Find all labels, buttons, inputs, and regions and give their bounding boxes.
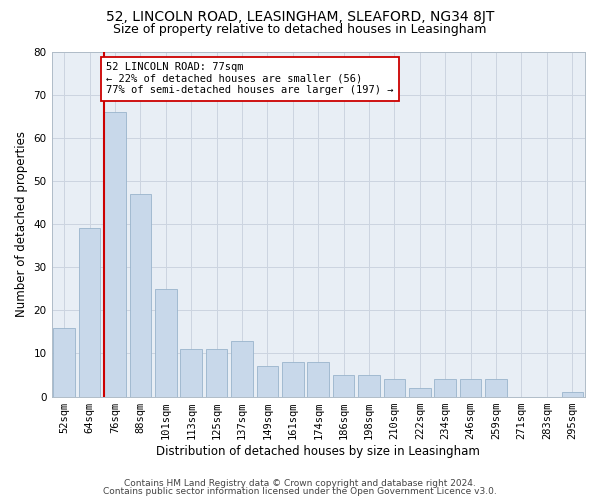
Bar — [130, 194, 151, 396]
Bar — [485, 380, 507, 396]
Bar — [409, 388, 431, 396]
Bar — [79, 228, 100, 396]
Bar — [282, 362, 304, 396]
Bar — [257, 366, 278, 396]
Bar — [53, 328, 75, 396]
Text: Contains public sector information licensed under the Open Government Licence v3: Contains public sector information licen… — [103, 487, 497, 496]
Text: Contains HM Land Registry data © Crown copyright and database right 2024.: Contains HM Land Registry data © Crown c… — [124, 478, 476, 488]
Bar — [562, 392, 583, 396]
Bar — [231, 340, 253, 396]
Text: 52 LINCOLN ROAD: 77sqm
← 22% of detached houses are smaller (56)
77% of semi-det: 52 LINCOLN ROAD: 77sqm ← 22% of detached… — [106, 62, 394, 96]
Bar — [181, 349, 202, 397]
Y-axis label: Number of detached properties: Number of detached properties — [15, 131, 28, 317]
Bar — [333, 375, 355, 396]
Text: 52, LINCOLN ROAD, LEASINGHAM, SLEAFORD, NG34 8JT: 52, LINCOLN ROAD, LEASINGHAM, SLEAFORD, … — [106, 10, 494, 24]
Bar — [307, 362, 329, 396]
Bar — [206, 349, 227, 397]
Bar — [434, 380, 456, 396]
X-axis label: Distribution of detached houses by size in Leasingham: Distribution of detached houses by size … — [157, 444, 480, 458]
Bar — [104, 112, 126, 397]
Bar — [460, 380, 481, 396]
Bar — [155, 288, 176, 397]
Bar — [358, 375, 380, 396]
Bar — [383, 380, 405, 396]
Text: Size of property relative to detached houses in Leasingham: Size of property relative to detached ho… — [113, 22, 487, 36]
